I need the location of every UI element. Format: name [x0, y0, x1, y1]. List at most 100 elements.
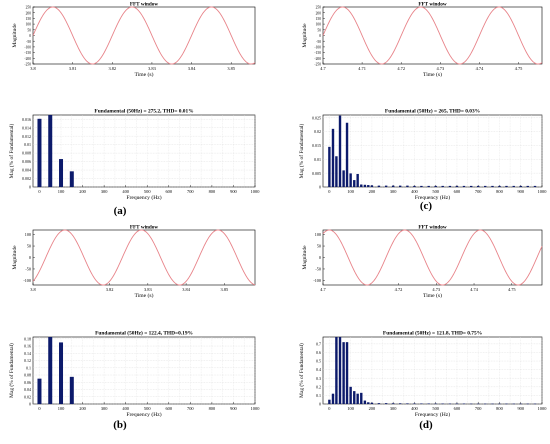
x-tick-label: 3.81	[69, 66, 77, 71]
x-tick-label: 900	[230, 406, 237, 411]
y-tick-label: 0.015	[312, 143, 321, 148]
y-tick-label: 100	[25, 232, 31, 237]
harmonic-bar	[331, 393, 335, 404]
x-tick-label: 3.82	[106, 287, 114, 292]
y-tick-label: 0.1	[316, 393, 321, 398]
x-tick-label: 900	[230, 189, 237, 194]
magnitude-axis-label: Magnitude	[12, 245, 18, 270]
harmonic-bar	[448, 185, 452, 187]
harmonic-bar	[331, 128, 335, 187]
harmonic-bar	[384, 403, 388, 404]
y-tick-label: -50	[316, 40, 321, 44]
time-axis-label: Time (s)	[135, 292, 154, 299]
y-tick-label: -200	[24, 57, 31, 61]
spectrum-axes	[322, 114, 543, 188]
y-tick-label: 100	[315, 232, 321, 237]
harmonic-bar	[391, 185, 395, 187]
y-tick-label: 50	[27, 244, 31, 249]
harmonic-bar	[505, 185, 508, 187]
y-tick-label: 0.7	[316, 341, 321, 346]
panel-label: (b)	[113, 419, 127, 431]
x-tick-label: 4.72	[397, 66, 405, 71]
harmonic-bar	[356, 173, 359, 187]
x-tick-label: 0	[38, 189, 41, 194]
harmonic-bar	[406, 185, 409, 187]
y-tick-label: 0	[29, 255, 31, 260]
harmonic-bar	[498, 185, 501, 187]
harmonic-bar	[455, 403, 459, 405]
harmonic-bar	[533, 185, 537, 187]
x-tick-label: 600	[454, 189, 461, 194]
x-tick-label: 400	[122, 406, 129, 411]
x-tick-label: 1000	[538, 406, 548, 411]
harmonic-bar	[491, 403, 494, 405]
harmonic-bar	[398, 403, 402, 404]
harmonic-bar	[420, 403, 423, 404]
x-tick-label: 200	[79, 406, 86, 411]
x-tick-label: 3.83	[148, 66, 156, 71]
x-tick-label: 0	[328, 189, 331, 194]
panel-label: (a)	[114, 205, 127, 217]
harmonic-bar	[370, 185, 374, 187]
x-tick-label: 4.74	[476, 66, 484, 71]
y-tick-label: 200	[316, 11, 322, 15]
time-signal-line	[32, 229, 256, 286]
y-tick-label: 100	[26, 23, 32, 27]
y-tick-label: 0.4	[316, 367, 321, 372]
x-tick-label: 400	[411, 189, 418, 194]
panel-label: (c)	[420, 200, 433, 212]
y-tick-label: 0.14	[24, 351, 31, 356]
harmonic-bar	[441, 403, 444, 405]
harmonic-bar	[363, 400, 367, 404]
harmonic-bar	[505, 403, 508, 405]
y-tick-label: 0.06	[24, 380, 31, 385]
y-tick-label: 0.005	[312, 171, 321, 176]
frequency-axis-label: Frequency (Hz)	[415, 194, 450, 201]
harmonic-bar	[356, 393, 359, 404]
frequency-axis-label: Frequency (Hz)	[126, 194, 161, 201]
harmonic-bar	[342, 170, 345, 187]
x-tick-label: 700	[187, 189, 194, 194]
y-tick-label: 0.006	[22, 159, 31, 164]
x-tick-label: 100	[58, 189, 65, 194]
y-tick-label: -150	[24, 51, 31, 55]
frequency-axis-label: Frequency (Hz)	[415, 411, 450, 418]
y-tick-label: 0	[29, 185, 31, 190]
harmonic-bar	[498, 403, 501, 405]
harmonic-bar	[338, 337, 342, 404]
y-tick-label: 0.012	[22, 134, 31, 139]
y-tick-label: 0.1	[26, 365, 31, 370]
x-tick-label: 700	[475, 189, 482, 194]
y-tick-label: -100	[23, 278, 31, 283]
harmonic-bar	[448, 403, 452, 405]
harmonic-bar	[484, 403, 487, 405]
time-signal-line	[322, 229, 543, 286]
x-tick-label: 4.75	[508, 287, 516, 292]
y-tick-label: 0.008	[22, 151, 31, 156]
y-tick-label: 0	[319, 185, 321, 190]
magnitude-axis-label: Magnitude	[302, 245, 308, 270]
x-tick-label: 3.84	[188, 66, 196, 71]
x-tick-label: 500	[432, 189, 439, 194]
harmonic-bar	[338, 115, 342, 187]
harmonic-bar	[345, 342, 349, 404]
x-tick-label: 800	[209, 189, 216, 194]
harmonic-bar	[335, 156, 338, 187]
harmonic-bar	[377, 403, 381, 404]
fft-window-title: FFT window	[130, 2, 159, 8]
x-tick-label: 0	[38, 406, 41, 411]
x-tick-label: 100	[347, 406, 354, 411]
x-tick-label: 4.74	[470, 287, 478, 292]
y-tick-label: 50	[317, 28, 321, 32]
y-tick-label: -200	[314, 57, 321, 61]
spectrum-title: Fundamental (50Hz) = 122.4, THD=0.19%	[95, 330, 193, 337]
magnitude-percent-axis-label: Mag (% of Fundamental)	[8, 343, 15, 398]
x-tick-label: 300	[390, 406, 397, 411]
x-tick-label: 900	[517, 406, 524, 411]
x-tick-label: 600	[165, 406, 172, 411]
magnitude-axis-label: Magnitude	[302, 23, 308, 48]
harmonic-bar	[349, 386, 352, 404]
y-tick-label: 0.01	[314, 157, 321, 162]
x-tick-label: 400	[411, 406, 418, 411]
harmonic-bar	[477, 403, 480, 405]
